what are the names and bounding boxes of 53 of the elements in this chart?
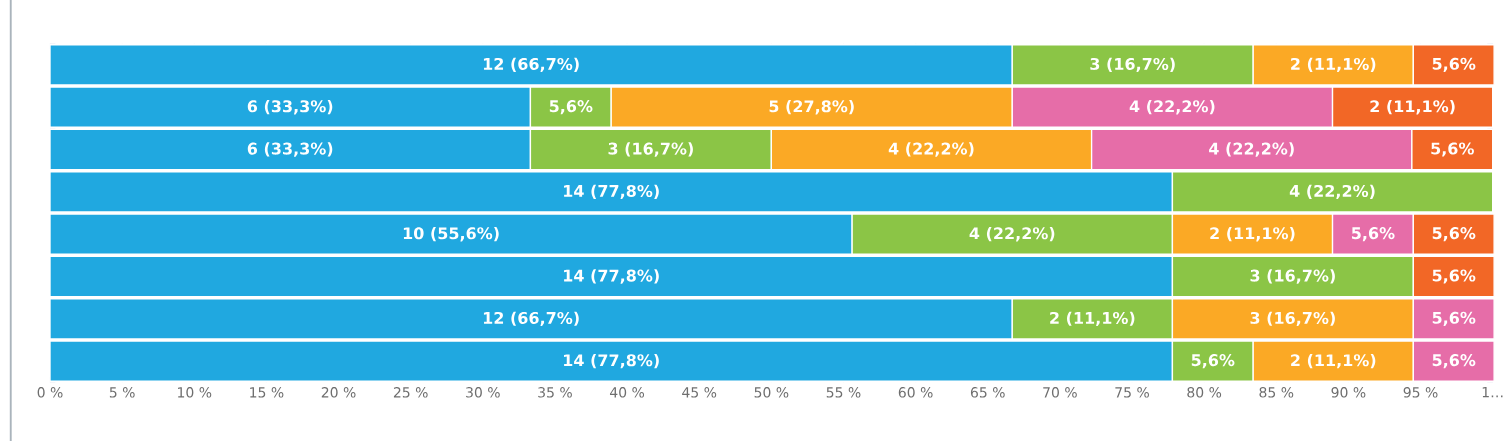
- data-label: 4 (22,2%): [969, 226, 1055, 242]
- data-label: 12 (66,7%): [483, 311, 579, 327]
- data-label: 5,6%: [1432, 354, 1476, 369]
- data-label: 14 (77,8%): [564, 269, 659, 284]
- data-label: 3 (16,7%): [1250, 269, 1335, 284]
- data-label: 4 (22,2%): [1129, 99, 1215, 115]
- data-label: 5,6%: [1432, 227, 1476, 242]
- x-tick-label: 45 %: [682, 387, 717, 398]
- x-tick-label: 0 %: [37, 387, 63, 398]
- data-label: 5,6%: [1351, 227, 1395, 242]
- data-label: 2 (11,1%): [1050, 311, 1135, 327]
- data-label: 5,6%: [1432, 57, 1476, 72]
- data-label: 3 (16,7%): [1090, 57, 1175, 73]
- data-label: 4 (22,2%): [1209, 142, 1294, 157]
- x-tick-label: 10 %: [178, 387, 212, 398]
- x-tick-label: 75 %: [1115, 387, 1149, 398]
- x-tick-label: 80 %: [1187, 387, 1222, 398]
- x-tick-label: 40 %: [609, 387, 645, 398]
- data-label: 5,6%: [1191, 354, 1235, 369]
- data-label: 4 (22,2%): [1289, 184, 1375, 200]
- x-tick-label: 50 %: [754, 387, 789, 398]
- data-label: 14 (77,8%): [564, 353, 659, 369]
- x-tick-label: 70 %: [1043, 387, 1077, 398]
- data-label: 6 (33,3%): [247, 142, 333, 157]
- x-tick-label: 5 %: [109, 387, 135, 398]
- x-tick-label: 30 %: [466, 387, 500, 398]
- x-tick-label: 15 %: [250, 387, 284, 398]
- data-label: 10 (55,6%): [403, 226, 499, 242]
- x-tick-label: 60 %: [898, 387, 933, 398]
- data-label: 2 (11,1%): [1210, 226, 1295, 242]
- data-label: 3 (16,7%): [1250, 311, 1335, 327]
- data-label: 12 (66,7%): [483, 57, 579, 73]
- data-label: 5,6%: [1431, 142, 1474, 157]
- x-tick-label: 90 %: [1331, 387, 1366, 398]
- x-tick-label: 1…: [1482, 387, 1503, 398]
- data-label: 6 (33,3%): [247, 99, 333, 115]
- x-tick-label: 85 %: [1259, 387, 1294, 398]
- x-tick-label: 20 %: [321, 387, 356, 398]
- data-label: 5,6%: [549, 100, 593, 115]
- x-tick-label: 35 %: [538, 387, 572, 398]
- x-tick-label: 65 %: [970, 387, 1005, 398]
- data-label: 2 (11,1%): [1370, 99, 1455, 115]
- data-label: 5,6%: [1432, 269, 1476, 284]
- data-label: 5 (27,8%): [769, 99, 854, 115]
- x-tick-label: 95 %: [1403, 387, 1438, 398]
- data-label: 14 (77,8%): [564, 184, 659, 200]
- x-tick-label: 25 %: [393, 387, 428, 398]
- data-label: 2 (11,1%): [1291, 353, 1376, 369]
- x-tick-label: 55 %: [826, 387, 861, 398]
- data-label: 5,6%: [1432, 311, 1476, 326]
- data-label: 4 (22,2%): [888, 142, 974, 157]
- data-label: 3 (16,7%): [608, 142, 693, 157]
- data-label: 2 (11,1%): [1291, 57, 1376, 73]
